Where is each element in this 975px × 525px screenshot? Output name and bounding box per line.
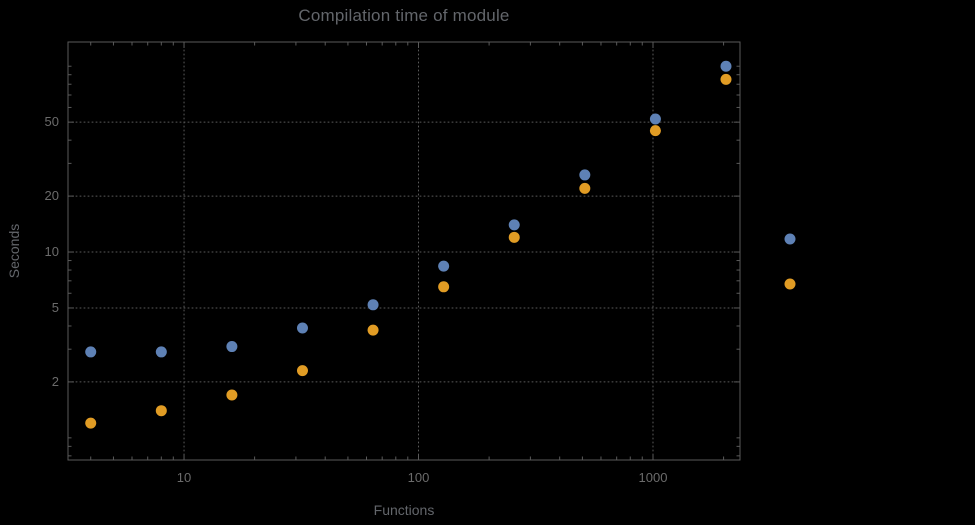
x-axis-label: Functions (373, 502, 435, 518)
data-point-blue-series (649, 113, 661, 125)
y-tick-label: 50 (45, 114, 59, 129)
data-point-blue-series (720, 60, 732, 72)
data-point-orange-series (649, 125, 661, 137)
data-point-orange-series (226, 389, 238, 401)
data-point-blue-series (367, 299, 379, 311)
y-tick-label: 5 (52, 300, 59, 315)
chart-title: Compilation time of module (298, 6, 510, 25)
data-point-orange-series (438, 281, 450, 293)
data-point-blue-series (438, 260, 450, 272)
x-tick-label: 1000 (639, 470, 668, 485)
data-point-orange-series (85, 417, 97, 429)
data-point-blue-series (85, 346, 97, 358)
y-tick-label: 20 (45, 188, 59, 203)
plot-frame (67, 41, 741, 461)
data-point-orange-series (508, 231, 520, 243)
data-point-blue-series (155, 346, 167, 358)
legend-marker-2 (784, 278, 796, 290)
data-point-orange-series (155, 405, 167, 417)
data-point-orange-series (296, 365, 308, 377)
data-point-orange-series (720, 73, 732, 85)
data-point-blue-series (508, 219, 520, 231)
x-tick-label: 100 (408, 470, 430, 485)
data-point-blue-series (579, 169, 591, 181)
data-point-blue-series (226, 341, 238, 353)
data-point-orange-series (367, 324, 379, 336)
y-tick-label: 2 (52, 374, 59, 389)
data-point-blue-series (296, 322, 308, 334)
legend-marker-1 (784, 233, 796, 245)
data-point-orange-series (579, 182, 591, 194)
x-tick-label: 10 (177, 470, 191, 485)
y-tick-label: 10 (45, 244, 59, 259)
